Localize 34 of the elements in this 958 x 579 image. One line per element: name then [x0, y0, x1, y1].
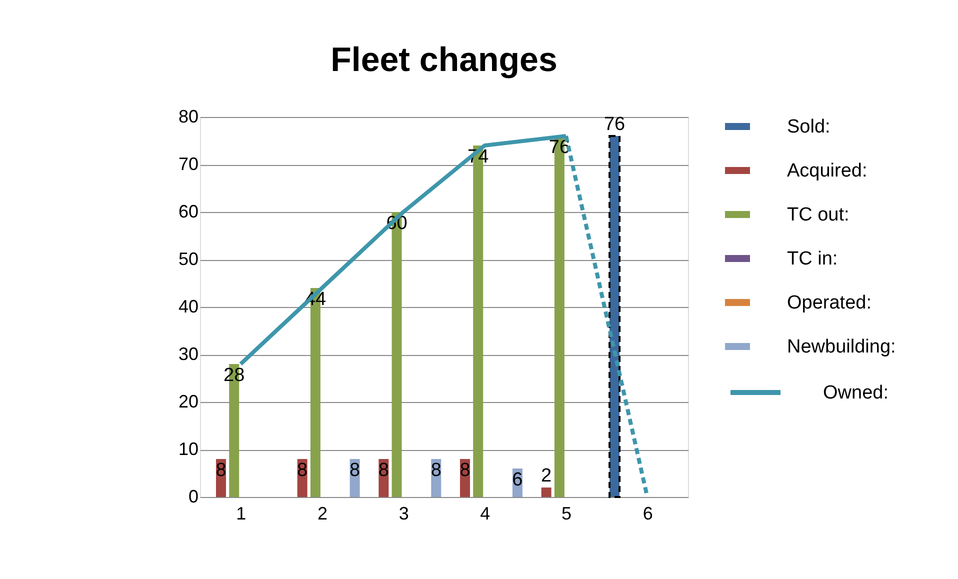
y-tick-label: 20 [178, 392, 198, 412]
data-label: 8 [350, 460, 360, 481]
y-tick-label: 60 [178, 202, 198, 222]
y-tick-label: 0 [188, 486, 198, 506]
legend-label: Operated: [787, 292, 872, 314]
data-label: 8 [297, 460, 308, 481]
y-tick-label: 70 [178, 154, 198, 174]
data-label: 2 [541, 466, 552, 486]
chart-title: Fleet changes [330, 41, 558, 79]
data-label: 6 [512, 470, 523, 490]
data-label: 8 [216, 460, 226, 481]
bar [541, 488, 552, 497]
y-tick-label: 50 [178, 249, 198, 269]
x-tick-label: 2 [317, 504, 328, 524]
legend-label: Acquired: [787, 160, 868, 182]
y-tick-label: 10 [178, 439, 198, 459]
y-tick-label: 40 [178, 296, 198, 316]
x-tick-label: 5 [561, 504, 572, 524]
legend-label: TC in: [787, 248, 838, 270]
data-label: 8 [460, 460, 470, 481]
y-tick-label: 30 [178, 344, 198, 364]
x-tick-label: 4 [480, 504, 490, 524]
bar [608, 135, 621, 498]
x-tick-label: 6 [642, 504, 653, 524]
data-label: 8 [378, 460, 389, 481]
data-label: 76 [604, 114, 626, 135]
legend-label: TC out: [787, 204, 850, 226]
x-tick-label: 1 [236, 504, 246, 524]
legend-label: Newbuilding: [787, 336, 896, 358]
y-tick-label: 80 [178, 106, 198, 126]
legend-label: Sold: [787, 116, 830, 138]
legend-label: Owned: [823, 382, 888, 404]
x-tick-label: 3 [398, 504, 409, 524]
data-label: 8 [430, 460, 442, 481]
